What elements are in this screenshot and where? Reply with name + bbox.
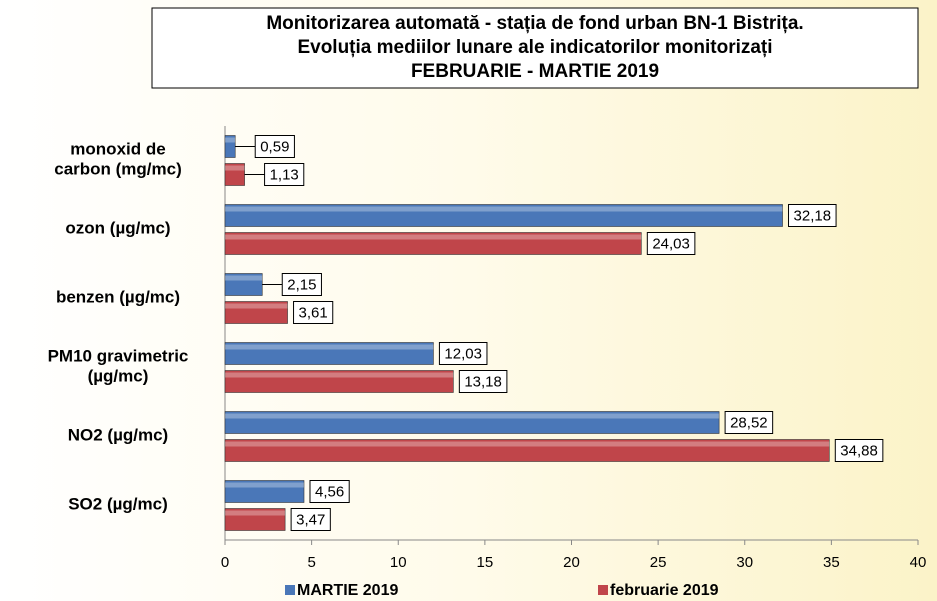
value-label: 34,88 xyxy=(840,442,878,459)
value-label: 3,47 xyxy=(296,511,325,528)
value-label: 32,18 xyxy=(794,207,832,224)
bar-shine xyxy=(225,372,454,378)
bar xyxy=(224,370,454,393)
value-label: 1,13 xyxy=(270,166,299,183)
legend-label: februarie 2019 xyxy=(610,582,719,599)
bar xyxy=(224,232,642,255)
y-tick-label: ozon (µg/mc) xyxy=(65,219,170,238)
y-tick-label: PM10 gravimetric (µg/mc) xyxy=(48,347,189,386)
value-label: 28,52 xyxy=(730,414,768,431)
x-tick-label: 35 xyxy=(823,554,840,571)
value-label: 2,15 xyxy=(287,276,316,293)
value-label-box xyxy=(646,232,696,255)
bar-shine xyxy=(225,165,245,171)
x-tick-label: 10 xyxy=(390,554,407,571)
value-label-box xyxy=(724,411,774,434)
value-label-box xyxy=(309,480,350,503)
bar-shine xyxy=(225,344,434,350)
bar-shine xyxy=(225,137,236,143)
bar xyxy=(224,439,830,462)
bar xyxy=(224,301,288,324)
x-tick-label: 0 xyxy=(221,554,229,571)
bar xyxy=(224,508,286,531)
legend-swatch xyxy=(285,585,295,595)
bar-shine xyxy=(225,206,783,212)
chart-title: FEBRUARIE - MARTIE 2019 xyxy=(411,61,659,82)
bar xyxy=(224,342,434,365)
y-tick-label: SO2 (µg/mc) xyxy=(68,495,168,514)
y-tick-label: monoxid de carbon (mg/mc) xyxy=(54,140,182,179)
value-label: 12,03 xyxy=(444,345,482,362)
bar-shine xyxy=(225,441,830,447)
x-tick-label: 15 xyxy=(477,554,494,571)
bar-shine xyxy=(225,413,720,419)
y-tick-label: NO2 (µg/mc) xyxy=(68,426,168,445)
bar-shine xyxy=(225,482,305,488)
x-tick-label: 30 xyxy=(736,554,753,571)
value-label-box xyxy=(254,135,295,158)
value-label-box xyxy=(834,439,884,462)
x-tick-label: 5 xyxy=(307,554,315,571)
x-tick-label: 25 xyxy=(650,554,667,571)
x-tick-label: 40 xyxy=(910,554,927,571)
bar xyxy=(224,480,305,503)
bar-shine xyxy=(225,275,263,281)
title-box xyxy=(151,7,919,89)
value-label: 3,61 xyxy=(299,304,328,321)
value-label-box xyxy=(458,370,508,393)
legend-label: MARTIE 2019 xyxy=(297,582,398,599)
y-tick-label: benzen (µg/mc) xyxy=(56,288,180,307)
value-label-box xyxy=(281,273,322,296)
value-label-box xyxy=(264,163,305,186)
value-label-box xyxy=(788,204,837,227)
value-label-box xyxy=(290,508,331,531)
bar xyxy=(224,411,720,434)
value-label: 4,56 xyxy=(315,483,344,500)
bar xyxy=(224,204,783,227)
chart-title: Evoluția mediilor lunare ale indicatoril… xyxy=(297,37,772,58)
chart-title: Monitorizarea automată - stația de fond … xyxy=(266,13,803,34)
value-label: 13,18 xyxy=(464,373,502,390)
value-label-box xyxy=(293,301,334,324)
bar-shine xyxy=(225,234,642,240)
bar-shine xyxy=(225,510,286,516)
legend-swatch xyxy=(598,585,608,595)
value-label: 24,03 xyxy=(652,235,690,252)
value-label-box xyxy=(438,342,488,365)
bar-shine xyxy=(225,303,288,309)
x-tick-label: 20 xyxy=(563,554,580,571)
value-label: 0,59 xyxy=(260,138,289,155)
